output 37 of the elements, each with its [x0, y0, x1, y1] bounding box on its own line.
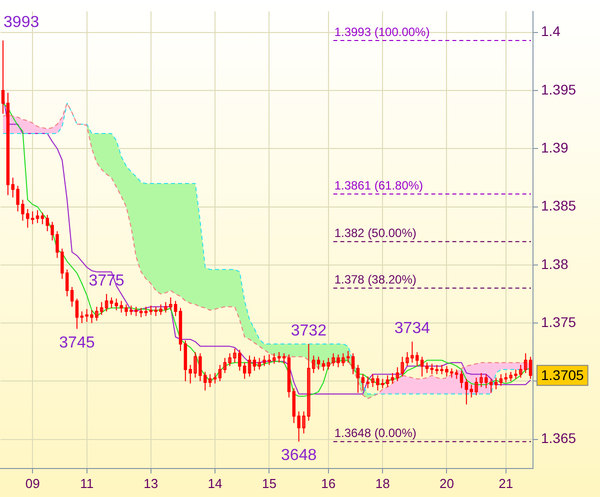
y-tick-label: 1.365 — [541, 430, 576, 446]
candlestick — [36, 210, 40, 224]
y-tick-label: 1.395 — [541, 81, 576, 98]
x-tick-label: 11 — [80, 476, 94, 491]
ref-line-label: 1.3648 (0.00%) — [334, 426, 416, 440]
annotation: 3734 — [394, 320, 430, 338]
y-tick-label: 1.375 — [541, 314, 576, 330]
y-tick-label: 1.38 — [541, 256, 568, 272]
x-tick-label: 20 — [439, 476, 454, 491]
y-tick-label: 1.385 — [541, 198, 576, 214]
annotation: 3732 — [290, 322, 327, 340]
candlestick — [104, 293, 108, 312]
x-tick-label: 16 — [321, 476, 336, 491]
candlestick — [386, 374, 390, 388]
text: 1.3705 — [541, 367, 584, 384]
ref-line-label: 1.382 (50.00%) — [334, 226, 416, 240]
candlestick — [208, 374, 212, 388]
annotation: 3993 — [4, 14, 40, 31]
annotation: 3745 — [59, 334, 95, 352]
ref-line-label: 1.3861 (61.80%) — [334, 178, 424, 192]
y-tick-label: 1.39 — [541, 139, 568, 156]
x-tick-label: 21 — [498, 476, 514, 491]
x-tick-label: 13 — [144, 476, 158, 491]
x-tick-label: 09 — [25, 476, 40, 491]
candlestick — [494, 377, 498, 390]
ref-line-label: 1.378 (38.20%) — [334, 272, 416, 286]
ref-line-label: 1.3993 (100.00%) — [334, 24, 430, 39]
candlestick — [218, 364, 222, 382]
x-tick-label: 14 — [208, 476, 222, 491]
candlestick — [390, 372, 394, 384]
candlestick — [499, 374, 503, 386]
y-tick-label: 1.4 — [541, 23, 561, 40]
x-tick-label: 15 — [262, 476, 276, 491]
candlestick — [248, 355, 252, 378]
annotation: 3648 — [281, 447, 317, 464]
x-tick-label: 18 — [375, 476, 390, 491]
candlestick — [213, 372, 217, 384]
